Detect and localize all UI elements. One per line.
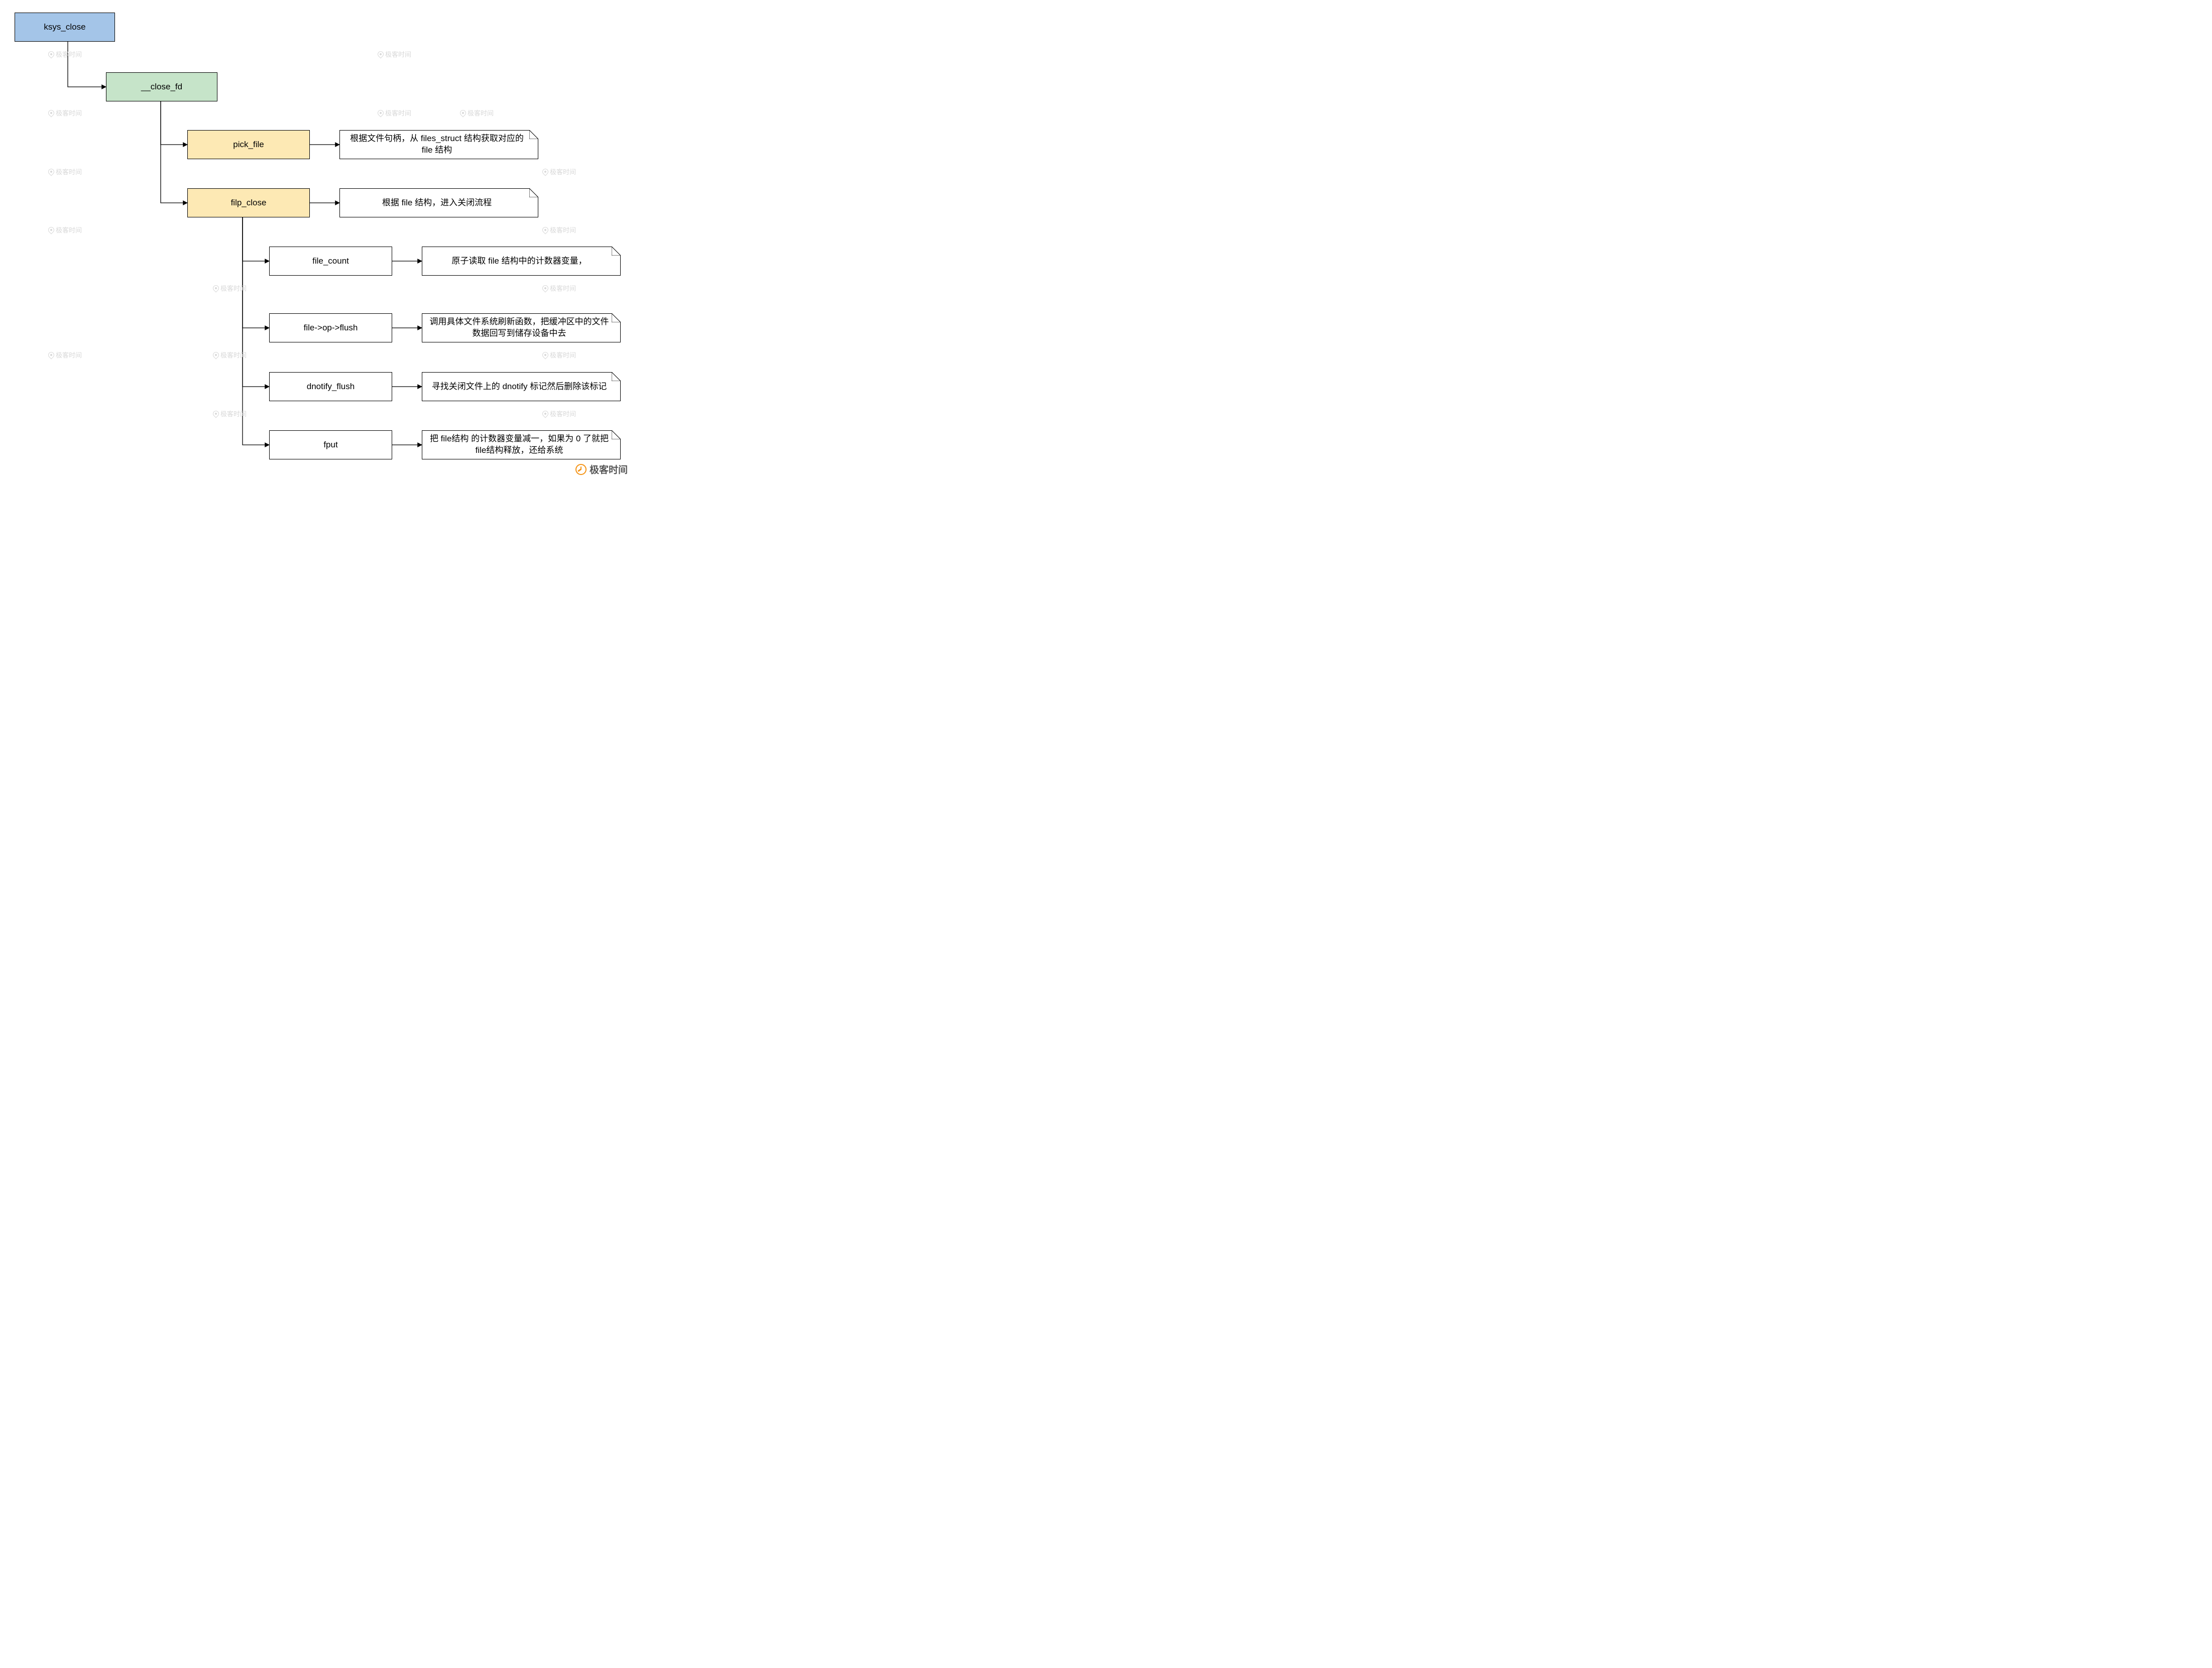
- edge-n2-n4: [161, 101, 187, 203]
- watermark: 极客时间: [378, 49, 411, 59]
- note-d4: 根据 file 结构，进入关闭流程: [339, 188, 538, 217]
- watermark: 极客时间: [213, 283, 247, 293]
- watermark-text: 极客时间: [56, 167, 82, 176]
- watermark-text: 极客时间: [468, 108, 494, 117]
- note-text: 寻找关闭文件上的 dnotify 标记然后删除该标记: [432, 381, 607, 393]
- brand-label: 极客时间: [590, 462, 628, 476]
- note-text: 把 file结构 的计数器变量减一，如果为 0 了就把file结构释放，还给系统: [427, 433, 611, 456]
- watermark: 极客时间: [542, 409, 576, 418]
- watermark-text: 极客时间: [550, 283, 576, 293]
- note-d7: 寻找关闭文件上的 dnotify 标记然后删除该标记: [422, 372, 621, 401]
- watermark: 极客时间: [460, 108, 494, 117]
- pin-icon: [212, 350, 220, 359]
- pin-icon: [377, 50, 385, 58]
- pin-icon: [541, 284, 550, 292]
- watermark-text: 极客时间: [220, 350, 247, 360]
- note-text: 根据文件句柄，从 files_struct 结构获取对应的 file 结构: [345, 133, 529, 156]
- watermark-text: 极客时间: [385, 108, 411, 117]
- note-fold-icon: [529, 188, 538, 197]
- note-fold-icon: [612, 313, 621, 322]
- pin-icon: [541, 350, 550, 359]
- note-text: 根据 file 结构，进入关闭流程: [382, 197, 492, 209]
- watermark: 极客时间: [48, 350, 82, 360]
- pin-icon: [47, 167, 56, 176]
- node-n4: filp_close: [187, 188, 310, 217]
- note-text: 调用具体文件系统刷新函数，把缓冲区中的文件数据回写到储存设备中去: [427, 316, 611, 339]
- watermark-text: 极客时间: [385, 49, 411, 59]
- note-fold-icon: [529, 130, 538, 139]
- pin-icon: [47, 50, 56, 58]
- watermark-text: 极客时间: [56, 350, 82, 360]
- watermark: 极客时间: [48, 167, 82, 176]
- pin-icon: [541, 167, 550, 176]
- watermark: 极客时间: [542, 283, 576, 293]
- note-fold-icon: [612, 372, 621, 381]
- note-d6: 调用具体文件系统刷新函数，把缓冲区中的文件数据回写到储存设备中去: [422, 313, 621, 342]
- edge-n4-n6: [243, 217, 269, 328]
- watermark-text: 极客时间: [220, 283, 247, 293]
- note-d5: 原子读取 file 结构中的计数器变量，: [422, 247, 621, 276]
- pin-icon: [47, 350, 56, 359]
- watermark: 极客时间: [48, 49, 82, 59]
- node-n5: file_count: [269, 247, 392, 276]
- watermark: 极客时间: [48, 225, 82, 234]
- note-text: 原子读取 file 结构中的计数器变量，: [451, 256, 587, 267]
- pin-icon: [541, 225, 550, 234]
- node-n7: dnotify_flush: [269, 372, 392, 401]
- note-fold-icon: [612, 247, 621, 256]
- clock-icon: [575, 464, 587, 475]
- pin-icon: [541, 409, 550, 418]
- note-d3: 根据文件句柄，从 files_struct 结构获取对应的 file 结构: [339, 130, 538, 159]
- flowchart-canvas: ksys_close __close_fd pick_file filp_closef…: [0, 0, 635, 479]
- note-d8: 把 file结构 的计数器变量减一，如果为 0 了就把file结构释放，还给系统: [422, 430, 621, 459]
- watermark: 极客时间: [213, 350, 247, 360]
- node-n2: __close_fd: [106, 72, 217, 101]
- brand-logo-footer: 极客时间: [575, 462, 628, 476]
- pin-icon: [212, 409, 220, 418]
- watermark-text: 极客时间: [550, 409, 576, 418]
- watermark-text: 极客时间: [220, 409, 247, 418]
- watermark-text: 极客时间: [550, 350, 576, 360]
- watermark: 极客时间: [542, 167, 576, 176]
- pin-icon: [47, 108, 56, 117]
- edge-n4-n7: [243, 217, 269, 387]
- watermark-text: 极客时间: [550, 225, 576, 234]
- node-n1: ksys_close: [15, 13, 115, 42]
- edge-n2-n3: [161, 101, 187, 145]
- pin-icon: [212, 284, 220, 292]
- edge-n4-n5: [243, 217, 269, 261]
- node-n6: file->op->flush: [269, 313, 392, 342]
- watermark: 极客时间: [378, 108, 411, 117]
- pin-icon: [47, 225, 56, 234]
- pin-icon: [377, 108, 385, 117]
- node-n8: fput: [269, 430, 392, 459]
- edges-layer: [0, 0, 635, 479]
- node-n3: pick_file: [187, 130, 310, 159]
- watermark-text: 极客时间: [550, 167, 576, 176]
- watermark: 极客时间: [213, 409, 247, 418]
- watermark-text: 极客时间: [56, 108, 82, 117]
- watermark: 极客时间: [48, 108, 82, 117]
- watermark: 极客时间: [542, 225, 576, 234]
- watermark-text: 极客时间: [56, 225, 82, 234]
- watermark: 极客时间: [542, 350, 576, 360]
- note-fold-icon: [612, 430, 621, 439]
- watermark-text: 极客时间: [56, 49, 82, 59]
- pin-icon: [459, 108, 468, 117]
- edge-n1-n2: [68, 42, 106, 87]
